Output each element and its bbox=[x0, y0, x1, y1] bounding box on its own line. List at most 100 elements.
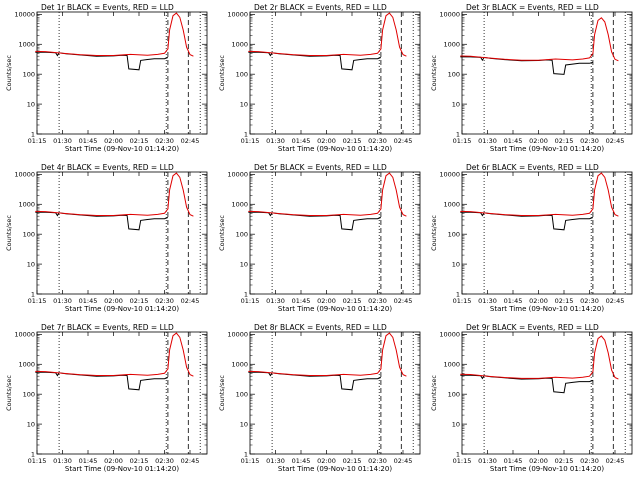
x-tick-label: 01:15 bbox=[453, 137, 472, 145]
y-tick-label: 10 bbox=[27, 100, 35, 108]
x-axis-label: Start Time (09-Nov-10 01:14:20) bbox=[65, 465, 179, 473]
x-tick-label: 01:45 bbox=[504, 457, 523, 465]
x-tick-label: 01:45 bbox=[504, 297, 523, 305]
y-tick-label: 1000 bbox=[18, 41, 35, 49]
lld-line bbox=[35, 332, 194, 377]
y-tick-label: 1 bbox=[456, 130, 460, 138]
x-tick-label: 02:00 bbox=[104, 297, 123, 305]
x-tick-label: 02:30 bbox=[580, 297, 599, 305]
y-tick-label: 1000 bbox=[18, 201, 35, 209]
x-tick-label: 01:15 bbox=[28, 457, 47, 465]
x-tick-label: 02:30 bbox=[155, 457, 174, 465]
x-tick-label: 02:15 bbox=[130, 297, 149, 305]
x-tick-label: 02:15 bbox=[343, 297, 362, 305]
x-tick-label: 01:30 bbox=[478, 457, 497, 465]
lld-line bbox=[35, 172, 194, 217]
x-tick-label: 01:30 bbox=[266, 137, 285, 145]
y-tick-label: 10000 bbox=[227, 171, 248, 179]
panel-title: Det 3r BLACK = Events, RED = LLD bbox=[466, 3, 599, 12]
x-tick-label: 02:15 bbox=[130, 457, 149, 465]
y-tick-label: 10000 bbox=[439, 11, 460, 19]
y-tick-label: 100 bbox=[23, 70, 35, 78]
y-axis-label: Counts/sec bbox=[5, 375, 13, 411]
x-tick-label: 02:45 bbox=[181, 457, 200, 465]
y-tick-label: 10000 bbox=[439, 171, 460, 179]
y-tick-label: 1000 bbox=[231, 361, 248, 369]
y-tick-label: 100 bbox=[236, 230, 248, 238]
y-tick-label: 10000 bbox=[14, 331, 35, 339]
plot-frame bbox=[249, 171, 421, 295]
x-tick-label: 02:30 bbox=[155, 297, 174, 305]
panel-title: Det 2r BLACK = Events, RED = LLD bbox=[254, 3, 387, 12]
y-tick-label: 1000 bbox=[18, 361, 35, 369]
plot-frame bbox=[36, 11, 208, 135]
y-tick-label: 10000 bbox=[227, 331, 248, 339]
x-tick-label: 02:00 bbox=[104, 137, 123, 145]
y-tick-label: 1 bbox=[31, 290, 35, 298]
y-tick-label: 1 bbox=[456, 290, 460, 298]
plot-frame bbox=[461, 171, 633, 295]
y-tick-label: 10000 bbox=[14, 171, 35, 179]
y-tick-label: 10 bbox=[452, 420, 460, 428]
y-tick-label: 10 bbox=[452, 100, 460, 108]
x-tick-label: 02:00 bbox=[317, 137, 336, 145]
x-axis-label: Start Time (09-Nov-10 01:14:20) bbox=[65, 305, 179, 313]
y-axis-label: Counts/sec bbox=[5, 55, 13, 91]
y-tick-label: 10 bbox=[240, 420, 248, 428]
x-axis-label: Start Time (09-Nov-10 01:14:20) bbox=[490, 465, 604, 473]
x-tick-label: 02:45 bbox=[394, 457, 413, 465]
y-tick-label: 1 bbox=[244, 130, 248, 138]
panel-2: Det 2r BLACK = Events, RED = LLD 01:15 01:… bbox=[218, 3, 421, 153]
panel-4: Det 4r BLACK = Events, RED = LLD 01:15 01:… bbox=[5, 163, 208, 313]
x-tick-label: 01:45 bbox=[292, 137, 311, 145]
panel-title: Det 6r BLACK = Events, RED = LLD bbox=[466, 163, 599, 172]
x-tick-label: 02:45 bbox=[606, 297, 625, 305]
y-axis-label: Counts/sec bbox=[218, 55, 226, 91]
x-tick-label: 02:15 bbox=[555, 297, 574, 305]
y-tick-label: 10 bbox=[240, 100, 248, 108]
x-tick-label: 01:15 bbox=[453, 297, 472, 305]
y-tick-label: 10 bbox=[240, 260, 248, 268]
panel-title: Det 4r BLACK = Events, RED = LLD bbox=[41, 163, 174, 172]
y-tick-label: 100 bbox=[448, 230, 460, 238]
y-tick-label: 100 bbox=[23, 390, 35, 398]
x-tick-label: 01:45 bbox=[79, 457, 98, 465]
x-tick-label: 02:30 bbox=[368, 137, 387, 145]
x-tick-label: 02:00 bbox=[529, 297, 548, 305]
x-tick-label: 01:30 bbox=[53, 297, 72, 305]
x-tick-label: 02:45 bbox=[394, 137, 413, 145]
y-tick-label: 10 bbox=[27, 260, 35, 268]
y-tick-label: 1 bbox=[244, 450, 248, 458]
x-axis-label: Start Time (09-Nov-10 01:14:20) bbox=[278, 145, 392, 153]
plot-frame bbox=[36, 331, 208, 455]
x-tick-label: 01:30 bbox=[478, 297, 497, 305]
x-tick-label: 01:30 bbox=[53, 457, 72, 465]
panel-8: Det 8r BLACK = Events, RED = LLD 01:15 01:… bbox=[218, 323, 421, 473]
y-tick-label: 1000 bbox=[231, 201, 248, 209]
x-tick-label: 01:30 bbox=[266, 297, 285, 305]
x-tick-label: 02:15 bbox=[343, 137, 362, 145]
x-tick-label: 02:45 bbox=[606, 137, 625, 145]
panel-title: Det 9r BLACK = Events, RED = LLD bbox=[466, 323, 599, 332]
x-tick-label: 02:45 bbox=[181, 297, 200, 305]
y-tick-label: 100 bbox=[448, 70, 460, 78]
panel-9: Det 9r BLACK = Events, RED = LLD 01:15 01:… bbox=[430, 323, 633, 473]
y-tick-label: 100 bbox=[236, 70, 248, 78]
y-tick-label: 1 bbox=[244, 290, 248, 298]
x-tick-label: 02:30 bbox=[368, 297, 387, 305]
y-tick-label: 10000 bbox=[227, 11, 248, 19]
lld-line bbox=[248, 12, 407, 57]
x-tick-label: 01:45 bbox=[292, 457, 311, 465]
x-tick-label: 02:00 bbox=[317, 297, 336, 305]
x-tick-label: 01:45 bbox=[292, 297, 311, 305]
panel-3: Det 3r BLACK = Events, RED = LLD 01:15 01:… bbox=[430, 3, 633, 153]
lld-line bbox=[460, 335, 619, 380]
panel-1: Det 1r BLACK = Events, RED = LLD 01:15 01:… bbox=[5, 3, 208, 153]
x-tick-label: 01:15 bbox=[241, 137, 260, 145]
x-tick-label: 02:00 bbox=[104, 457, 123, 465]
x-tick-label: 02:15 bbox=[130, 137, 149, 145]
x-tick-label: 02:30 bbox=[580, 137, 599, 145]
x-tick-label: 01:30 bbox=[53, 137, 72, 145]
panel-title: Det 8r BLACK = Events, RED = LLD bbox=[254, 323, 387, 332]
y-tick-label: 1 bbox=[31, 450, 35, 458]
